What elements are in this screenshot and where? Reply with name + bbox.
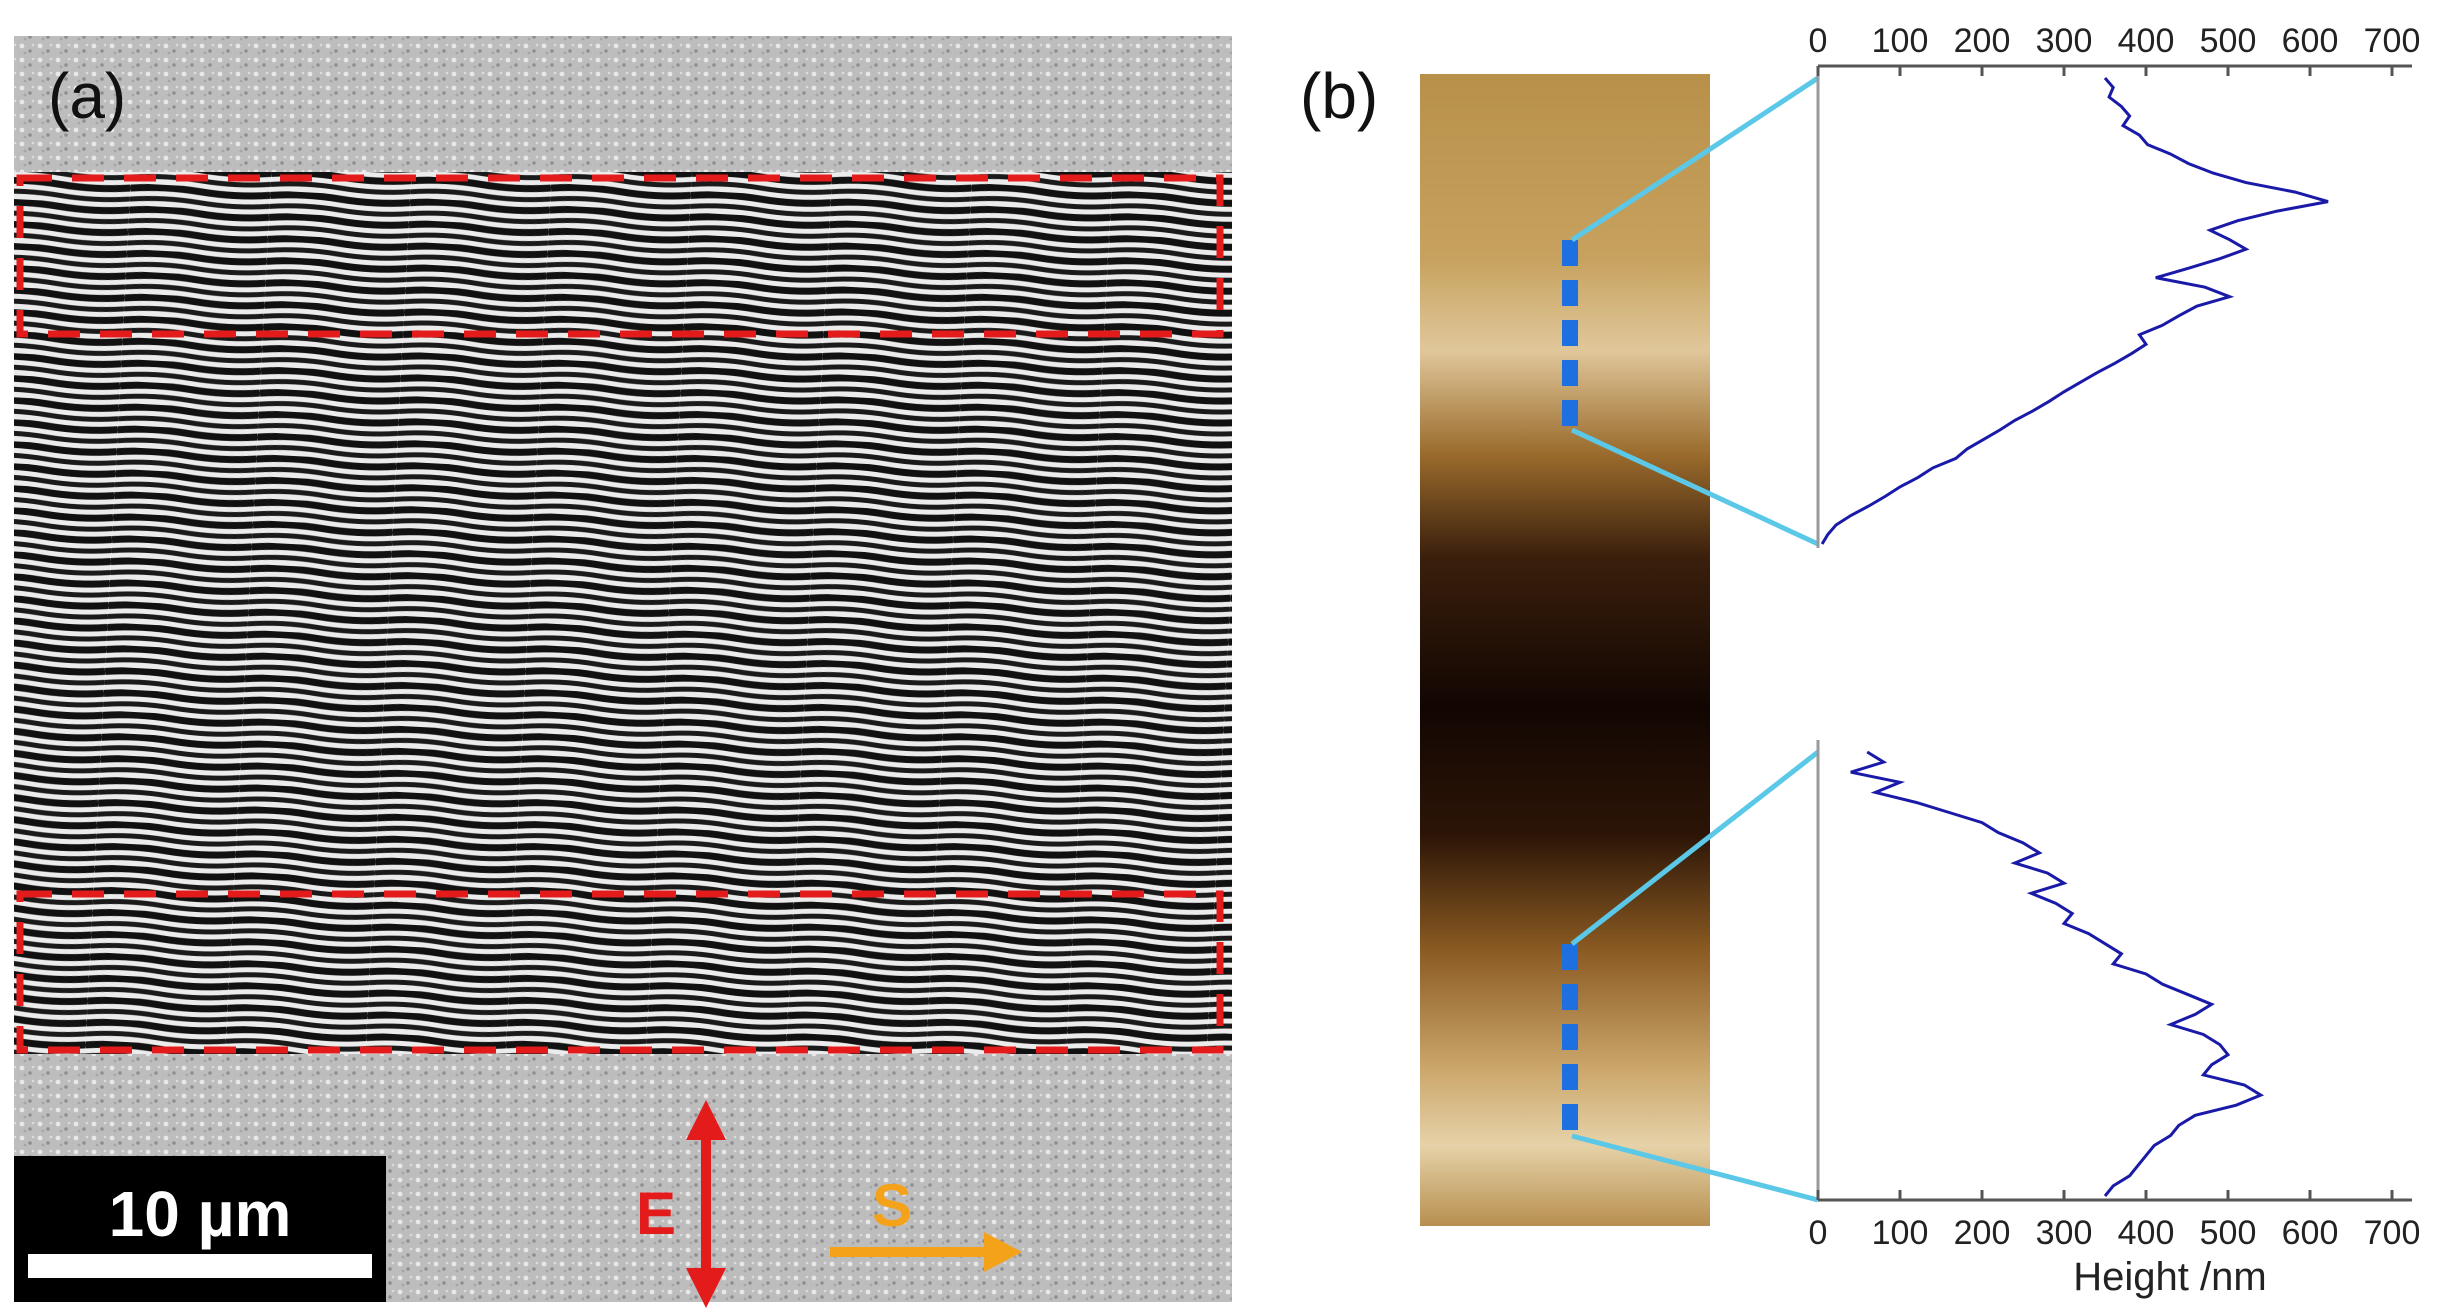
panel-b-label: (b) (1300, 60, 1378, 132)
x-tick-label: 400 (2118, 1214, 2175, 1252)
x-tick-label: 100 (1872, 22, 1929, 60)
roi-box-bottom (16, 890, 1224, 1054)
series-line (1850, 750, 2265, 1197)
x-tick-label: 200 (1954, 1214, 2011, 1252)
panel-a-label: (a) (48, 60, 126, 132)
scale-bar-label: 10 µm (109, 1178, 292, 1250)
roi-box-top (16, 174, 1224, 338)
field-arrow (686, 1100, 726, 1308)
scale-bar (28, 1254, 372, 1278)
x-tick-label: 400 (2118, 22, 2175, 60)
scan-label: S (872, 1172, 912, 1239)
connector (1570, 750, 1820, 946)
x-tick-label: 700 (2364, 1214, 2421, 1252)
connector (1571, 1133, 1819, 1203)
profile-chart-bottom: 0 100 200 300 400 500 600 700 (1809, 740, 2421, 1252)
x-axis-title: Height /nm (2073, 1255, 2266, 1299)
scan-arrow (830, 1232, 1022, 1272)
x-tick-label: 600 (2282, 22, 2339, 60)
panel-b: (b) 0 100 200 300 400 500 600 700 0 100 200 300 400… (1300, 22, 2420, 1299)
x-tick-label: 300 (2036, 1214, 2093, 1252)
series-line (1820, 77, 2329, 545)
x-tick-label: 500 (2200, 22, 2257, 60)
profile-chart-top: 0 100 200 300 400 500 600 700 (1809, 22, 2421, 548)
field-label: E (636, 1180, 676, 1247)
x-tick-label: 0 (1809, 1214, 1828, 1252)
panel-a: (a) 10 µm E S (14, 36, 1232, 1308)
connector (1570, 427, 1820, 547)
x-tick-label: 200 (1954, 22, 2011, 60)
x-tick-label: 100 (1872, 1214, 1929, 1252)
sem-lamellae-region (14, 172, 1232, 1054)
x-tick-label: 500 (2200, 1214, 2257, 1252)
x-tick-label: 0 (1809, 22, 1828, 60)
connector (1570, 75, 1820, 243)
x-tick-label: 600 (2282, 1214, 2339, 1252)
x-tick-label: 300 (2036, 22, 2093, 60)
x-tick-label: 700 (2364, 22, 2421, 60)
